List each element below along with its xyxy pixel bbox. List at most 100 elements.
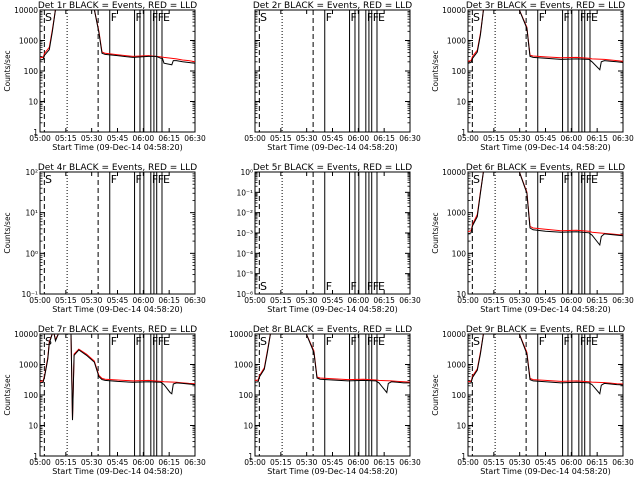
det-6r-marker-0: S: [473, 173, 480, 186]
det-9r-xtick-label-0: 05:00: [457, 458, 479, 467]
det-4r-xtick-label-4: 06:00: [133, 296, 155, 305]
det-6r-marker-2: F: [564, 173, 570, 186]
det-9r-title: Det 9r BLACK = Events, RED = LLD: [466, 325, 625, 335]
det-6r-ylabel: Counts/sec: [431, 212, 440, 253]
det-8r-marker-4: F: [373, 335, 379, 348]
det-1r-ytick-label-4: 10000: [14, 6, 38, 15]
det-5r-marker-1: F: [326, 280, 332, 293]
det-7r-ylabel: Counts/sec: [3, 374, 12, 415]
det-1r-xtick-label-6: 06:30: [184, 134, 206, 143]
det-6r-xtick-label-2: 05:30: [509, 296, 531, 305]
det-7r-xtick-label-2: 05:30: [81, 458, 103, 467]
det-5r-xtick-label-1: 05:15: [270, 296, 292, 305]
det-3r-ytick-label-2: 100: [452, 67, 467, 76]
det-7r-panel: Det 7r BLACK = Events, RED = LLD 05:00 05:…: [3, 325, 206, 476]
det-8r-plot-frame: [254, 333, 411, 457]
det-2r-marker-1: F: [326, 11, 332, 24]
det-5r-title: Det 5r BLACK = Events, RED = LLD: [253, 163, 412, 173]
det-5r-xtick-label-4: 06:00: [348, 296, 370, 305]
det-6r-series-lld: [468, 172, 623, 236]
det-5r-ytick-label-5: 10⁻¹: [236, 188, 253, 197]
det-1r-xtick-label-0: 05:00: [29, 134, 51, 143]
det-9r-series-events: [468, 334, 623, 395]
det-2r-xtick-label-5: 06:15: [373, 134, 395, 143]
det-5r-ytick-label-1: 10⁻⁵: [236, 270, 253, 279]
det-5r-xtick-label-0: 05:00: [244, 296, 266, 305]
det-4r-xtick-label-0: 05:00: [29, 296, 51, 305]
det-6r-xtick-label-3: 05:45: [535, 296, 557, 305]
det-8r-ytick-label-0: 1: [248, 452, 253, 461]
det-6r-ytick-label-2: 1000: [447, 209, 466, 218]
det-8r-ytick-label-1: 10: [243, 422, 253, 431]
det-1r-marker-4: F: [158, 11, 164, 24]
det-2r-marker-4: F: [373, 11, 379, 24]
det-1r-marker-1: F: [111, 11, 117, 24]
det-1r-xtick-label-1: 05:15: [55, 134, 77, 143]
det-8r-xtick-label-1: 05:15: [270, 458, 292, 467]
det-6r-marker-1: F: [539, 173, 545, 186]
det-1r-ytick-label-0: 1: [33, 128, 38, 137]
det-5r-xlabel: Start Time (09-Dec-14 04:58:20): [267, 305, 398, 314]
det-2r-marker-2: F: [351, 11, 357, 24]
det-7r-plot-frame: [39, 333, 196, 457]
det-5r-marker-0: S: [260, 280, 267, 293]
det-4r-xtick-label-6: 06:30: [184, 296, 206, 305]
det-5r-ytick-label-3: 10⁻³: [236, 229, 253, 238]
det-9r-marker-3: F: [580, 335, 586, 348]
det-6r-marker-3: F: [580, 173, 586, 186]
det-2r-xlabel: Start Time (09-Dec-14 04:58:20): [267, 143, 398, 152]
det-3r-xtick-label-3: 05:45: [535, 134, 557, 143]
det-6r-ytick-label-0: 10: [456, 290, 466, 299]
det-8r-xtick-label-6: 06:30: [399, 458, 421, 467]
det-5r-ytick-label-6: 10⁰: [240, 168, 253, 177]
det-6r-marker-5: E: [591, 173, 598, 186]
det-8r-marker-3: F: [367, 335, 373, 348]
det-8r-ytick-label-4: 10000: [229, 330, 253, 339]
det-9r-ytick-label-4: 10000: [442, 330, 466, 339]
det-4r-ytick-label-0: 10⁻¹: [21, 290, 38, 299]
det-1r-plot-frame: [39, 9, 196, 133]
det-3r-marker-4: F: [586, 11, 592, 24]
det-5r-xtick-label-3: 05:45: [322, 296, 344, 305]
det-6r-marker-4: F: [586, 173, 592, 186]
det-7r-xtick-label-5: 06:15: [158, 458, 180, 467]
det-5r-marker-5: E: [378, 280, 385, 293]
det-3r-series-events: [468, 10, 623, 71]
det-7r-ytick-label-3: 1000: [19, 361, 38, 370]
det-2r-marker-0: S: [260, 11, 267, 24]
det-2r-panel: Det 2r BLACK = Events, RED = LLD 05:00 05:…: [244, 1, 421, 152]
det-9r-xtick-label-1: 05:15: [483, 458, 505, 467]
det-9r-xtick-label-5: 06:15: [586, 458, 608, 467]
det-7r-series-lld: [40, 334, 195, 420]
det-8r-xtick-label-3: 05:45: [322, 458, 344, 467]
det-9r-ylabel: Counts/sec: [431, 374, 440, 415]
det-4r-plot-frame: [39, 171, 196, 295]
det-9r-marker-1: F: [539, 335, 545, 348]
det-6r-xtick-label-1: 05:15: [483, 296, 505, 305]
det-7r-ytick-label-4: 10000: [14, 330, 38, 339]
det-7r-xtick-label-3: 05:45: [107, 458, 129, 467]
det-1r-title: Det 1r BLACK = Events, RED = LLD: [38, 1, 197, 11]
det-8r-title: Det 8r BLACK = Events, RED = LLD: [253, 325, 412, 335]
det-3r-series-lld: [468, 10, 623, 62]
det-4r-panel: Det 4r BLACK = Events, RED = LLD 05:00 05:…: [3, 163, 206, 314]
det-7r-title: Det 7r BLACK = Events, RED = LLD: [38, 325, 197, 335]
det-4r-ytick-label-1: 10⁰: [25, 249, 38, 258]
det-5r-marker-4: F: [373, 280, 379, 293]
det-4r-xtick-label-3: 05:45: [107, 296, 129, 305]
det-8r-ytick-label-2: 100: [239, 391, 254, 400]
det-9r-ytick-label-2: 100: [452, 391, 467, 400]
det-2r-marker-3: F: [367, 11, 373, 24]
det-2r-xtick-label-6: 06:30: [399, 134, 421, 143]
det-9r-panel: Det 9r BLACK = Events, RED = LLD 05:00 05:…: [431, 325, 634, 476]
det-4r-xtick-label-5: 06:15: [158, 296, 180, 305]
det-7r-ytick-label-1: 10: [28, 422, 38, 431]
det-8r-xtick-label-4: 06:00: [348, 458, 370, 467]
det-7r-marker-4: F: [158, 335, 164, 348]
det-6r-xtick-label-4: 06:00: [561, 296, 583, 305]
det-5r-ytick-label-4: 10⁻²: [236, 209, 253, 218]
det-3r-marker-0: S: [473, 11, 480, 24]
det-4r-ytick-label-3: 10²: [25, 168, 38, 177]
det-6r-title: Det 6r BLACK = Events, RED = LLD: [466, 163, 625, 173]
